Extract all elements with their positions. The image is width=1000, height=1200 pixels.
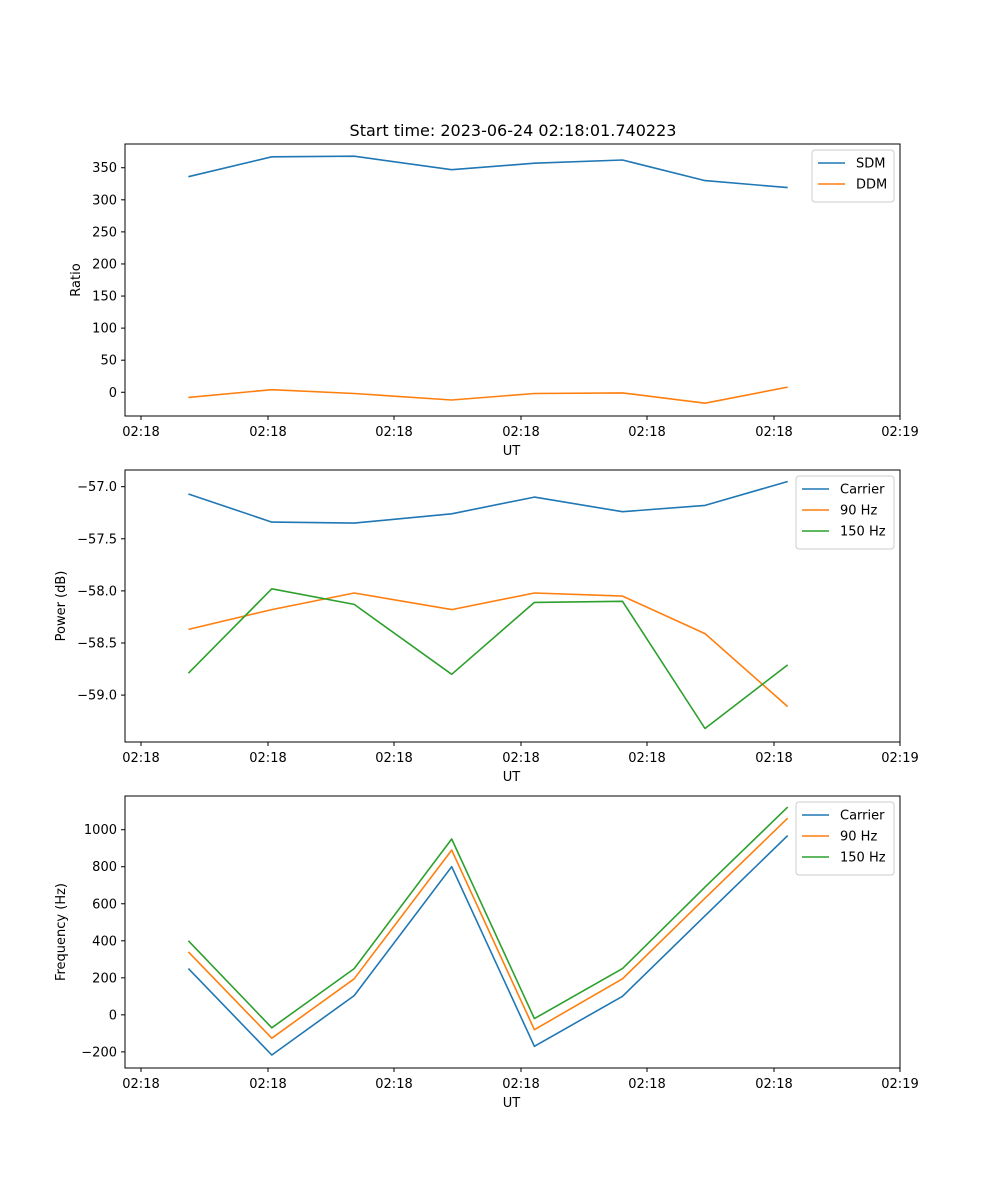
y-axis-label: Power (dB)	[54, 571, 69, 642]
y-tick-label: 0	[109, 386, 117, 401]
legend-label: Carrier	[840, 483, 885, 498]
y-tick-label: −200	[81, 1045, 117, 1060]
legend-label: SDM	[856, 157, 885, 172]
plot-frame	[124, 469, 901, 743]
series-line-2-3	[187, 587, 789, 730]
x-tick-label: 02:18	[122, 1077, 159, 1092]
y-tick-label: 300	[92, 193, 117, 208]
series-line-3-2	[187, 817, 789, 1039]
legend: Carrier 90 Hz 150 Hz	[795, 475, 895, 550]
series-line-3-1	[187, 835, 789, 1056]
x-tick-label: 02:18	[502, 751, 539, 766]
x-tick-label: 02:18	[249, 751, 286, 766]
y-tick-label: −59.0	[77, 689, 117, 704]
y-tick-label: 150	[92, 290, 117, 305]
y-tick-label: −57.0	[77, 480, 117, 495]
x-tick-label: 02:18	[375, 751, 412, 766]
x-tick-label: 02:19	[881, 1077, 918, 1092]
x-tick-label: 02:18	[628, 1077, 665, 1092]
x-tick-label: 02:18	[502, 425, 539, 440]
x-tick-label: 02:18	[755, 751, 792, 766]
legend-label: 150 Hz	[840, 851, 886, 866]
x-tick-label: 02:18	[375, 1077, 412, 1092]
y-tick-label: 200	[92, 971, 117, 986]
y-tick-label: −58.0	[77, 584, 117, 599]
plot-frame	[124, 795, 901, 1069]
chart-panel-2: 02:18 02:18 02:18 02:18 02:18 02:18 02:19 −59.0…	[54, 469, 919, 785]
chart-panel-1: 02:18 02:18 02:18 02:18 02:18 02:18 02:19 0 50 10…	[69, 143, 919, 459]
x-tick-label: 02:18	[249, 425, 286, 440]
x-tick-label: 02:19	[881, 751, 918, 766]
y-tick-label: 250	[92, 225, 117, 240]
x-tick-label: 02:18	[122, 425, 159, 440]
x-axis-label: UT	[503, 770, 521, 785]
y-tick-label: 800	[92, 860, 117, 875]
legend: Carrier 90 Hz 150 Hz	[795, 801, 895, 876]
y-tick-label: 350	[92, 161, 117, 176]
plot-frame	[124, 143, 901, 417]
x-tick-label: 02:18	[375, 425, 412, 440]
x-tick-label: 02:18	[628, 425, 665, 440]
legend-label: 90 Hz	[840, 504, 877, 519]
legend-label: 90 Hz	[840, 830, 877, 845]
x-tick-label: 02:18	[755, 1077, 792, 1092]
figure-title: Start time: 2023-06-24 02:18:01.740223	[350, 121, 677, 140]
y-tick-label: 0	[109, 1008, 117, 1023]
x-tick-label: 02:19	[881, 425, 918, 440]
series-line-2-2	[188, 592, 789, 708]
y-tick-label: 400	[92, 934, 117, 949]
y-tick-label: 50	[100, 354, 117, 369]
x-tick-label: 02:18	[755, 425, 792, 440]
legend: SDM DDM	[811, 149, 895, 203]
legend-label: 150 Hz	[840, 525, 886, 540]
x-tick-label: 02:18	[628, 751, 665, 766]
legend-label: DDM	[856, 178, 887, 193]
y-tick-label: 200	[92, 257, 117, 272]
chart-panel-3: 02:18 02:18 02:18 02:18 02:18 02:18 02:19 −200 0…	[54, 795, 919, 1111]
x-axis-label: UT	[503, 1096, 521, 1111]
y-tick-label: −57.5	[77, 532, 117, 547]
y-axis-label: Frequency (Hz)	[54, 883, 69, 981]
y-tick-label: 100	[92, 322, 117, 337]
series-line-3-3	[187, 806, 789, 1029]
series-line-1-2	[188, 386, 788, 405]
y-axis-label: Ratio	[69, 263, 84, 296]
y-tick-label: 600	[92, 897, 117, 912]
x-tick-label: 02:18	[122, 751, 159, 766]
x-tick-label: 02:18	[502, 1077, 539, 1092]
y-tick-label: 1000	[84, 823, 117, 838]
x-tick-label: 02:18	[249, 1077, 286, 1092]
series-line-1-1	[188, 155, 788, 189]
y-tick-label: −58.5	[77, 636, 117, 651]
legend-label: Carrier	[840, 809, 885, 824]
x-axis-label: UT	[503, 444, 521, 459]
series-line-2-1	[188, 480, 788, 524]
